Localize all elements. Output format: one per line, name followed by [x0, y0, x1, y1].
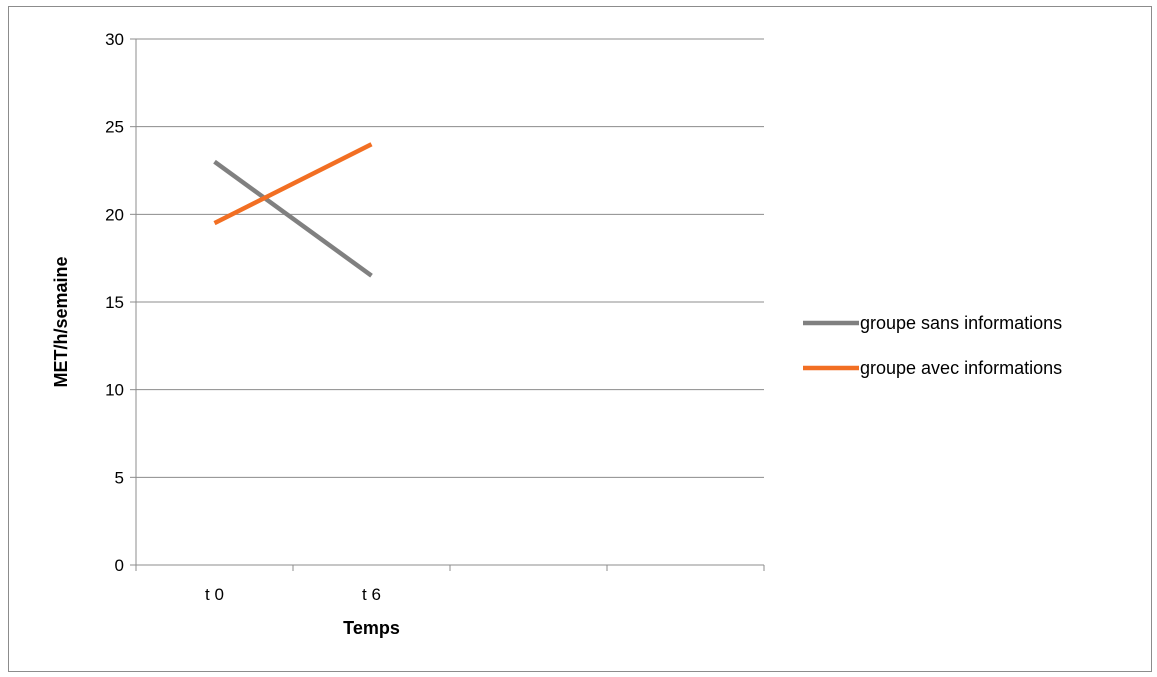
legend-label-2: groupe avec informations — [860, 358, 1062, 378]
x-tick-label: t 0 — [205, 585, 224, 604]
y-tick-label: 15 — [105, 293, 124, 312]
y-tick-labels: 0 5 10 15 20 25 30 — [105, 30, 124, 575]
y-tick-label: 5 — [115, 468, 124, 487]
x-axis-title: Temps — [343, 618, 400, 638]
x-tick-label: t 6 — [362, 585, 381, 604]
y-tick-label: 30 — [105, 30, 124, 49]
y-tick-label: 0 — [115, 556, 124, 575]
legend-label-1: groupe sans informations — [860, 313, 1062, 333]
axes — [130, 38, 765, 571]
gridlines — [136, 38, 764, 478]
y-tick-label: 10 — [105, 381, 124, 400]
series-lines — [213, 142, 373, 278]
series-line-1 — [213, 159, 373, 278]
y-tick-label: 20 — [105, 205, 124, 224]
legend: groupe sans informations groupe avec info… — [803, 313, 1062, 378]
series-line-2 — [213, 142, 373, 226]
y-axis-title: MET/h/semaine — [51, 256, 71, 387]
x-tick-labels: t 0 t 6 — [205, 585, 381, 604]
y-tick-label: 25 — [105, 118, 124, 137]
